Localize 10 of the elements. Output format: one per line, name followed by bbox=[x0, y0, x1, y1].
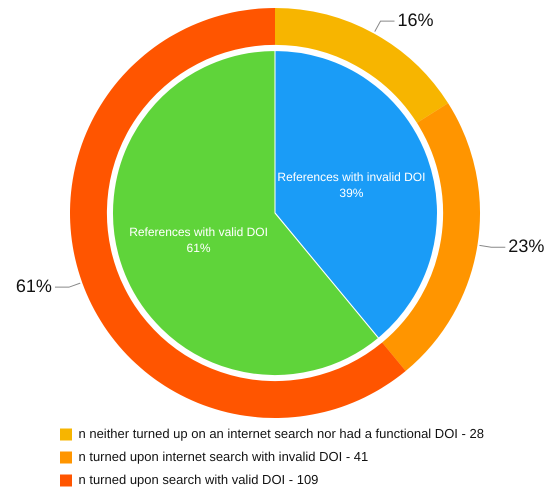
legend-label: n turned upon internet search with invalid DOI - 41 bbox=[78, 449, 368, 464]
data-label: 39% bbox=[339, 186, 364, 200]
legend-label: n neither turned up on an internet search nor had a functional DOI - 28 bbox=[78, 426, 484, 442]
data-label: 61% bbox=[16, 276, 52, 296]
data-label: 16% bbox=[398, 10, 434, 30]
legend-label: n turned upon search with valid DOI - 109 bbox=[78, 472, 318, 488]
slice-label: References with invalid DOI bbox=[277, 170, 426, 184]
data-label: 23% bbox=[508, 236, 544, 256]
slice-label: References with valid DOI bbox=[129, 224, 268, 239]
data-label: 61% bbox=[186, 240, 211, 255]
